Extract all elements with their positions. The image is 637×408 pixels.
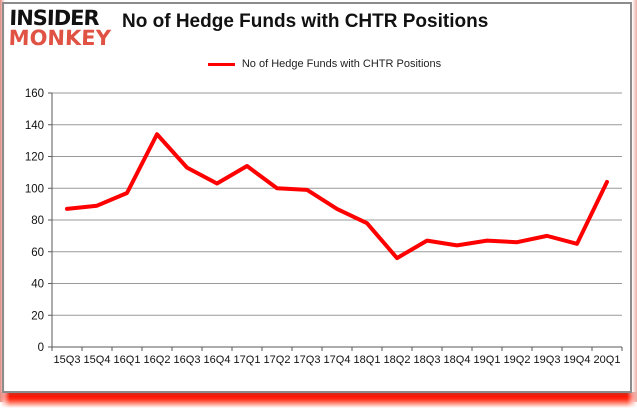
x-tick-label: 17Q2 xyxy=(264,354,291,366)
x-tick-label: 18Q2 xyxy=(384,354,411,366)
x-tick-label: 16Q3 xyxy=(174,354,201,366)
right-edge-glow xyxy=(632,0,637,402)
insider-monkey-logo: INSIDER MONKEY xyxy=(8,6,112,50)
y-tick-label: 140 xyxy=(25,120,44,132)
chart-title: No of Hedge Funds with CHTR Positions xyxy=(122,11,489,32)
bottom-edge-glow xyxy=(0,392,637,408)
x-tick-label: 16Q2 xyxy=(144,354,171,366)
y-tick-label: 20 xyxy=(31,310,44,322)
x-tick-label: 15Q4 xyxy=(84,354,111,366)
y-tick-label: 160 xyxy=(25,88,44,100)
gridlines xyxy=(48,92,622,348)
x-tick-label: 15Q3 xyxy=(54,354,81,366)
y-tick-label: 120 xyxy=(25,152,44,164)
y-tick-label: 80 xyxy=(31,215,44,227)
y-tick-label: 60 xyxy=(31,247,44,259)
x-tick-label: 20Q1 xyxy=(594,354,621,366)
y-tick-label: 100 xyxy=(25,183,44,195)
x-tick-label: 19Q2 xyxy=(504,354,531,366)
x-tick-label: 19Q1 xyxy=(474,354,501,366)
y-tick-label: 0 xyxy=(38,342,44,354)
x-tick-label: 17Q3 xyxy=(294,354,321,366)
x-axis-labels: 15Q3 15Q4 16Q1 16Q2 16Q3 16Q4 17Q1 17Q2 17Q3 17Q4… xyxy=(54,354,621,366)
x-axis-ticks xyxy=(51,347,623,351)
legend: No of Hedge Funds with CHTR Positions xyxy=(12,56,637,72)
x-tick-label: 19Q4 xyxy=(564,354,591,366)
y-axis-labels: 0 20 40 60 80 100 120 140 160 xyxy=(25,88,44,354)
x-tick-label: 16Q4 xyxy=(204,354,231,366)
x-tick-label: 16Q1 xyxy=(114,354,141,366)
x-tick-label: 17Q4 xyxy=(324,354,351,366)
legend-label: No of Hedge Funds with CHTR Positions xyxy=(241,58,442,70)
x-tick-label: 18Q1 xyxy=(354,354,381,366)
x-tick-label: 18Q3 xyxy=(414,354,441,366)
x-tick-label: 17Q1 xyxy=(234,354,261,366)
x-tick-label: 19Q3 xyxy=(534,354,561,366)
series-line xyxy=(65,132,609,261)
legend-line-swatch xyxy=(207,62,235,66)
y-tick-label: 40 xyxy=(31,279,44,291)
logo-line-monkey: MONKEY xyxy=(8,25,112,50)
x-tick-label: 18Q4 xyxy=(444,354,471,366)
